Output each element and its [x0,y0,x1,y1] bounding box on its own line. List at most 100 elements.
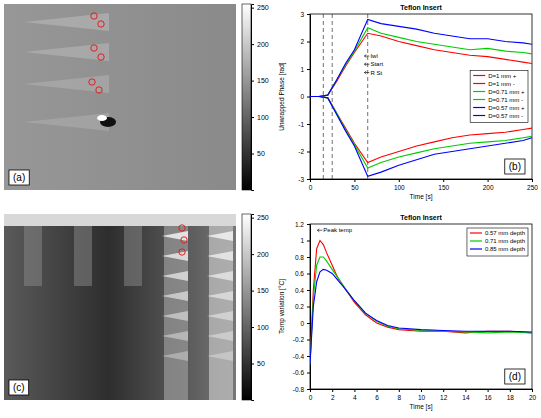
y-tick-mark [307,323,310,324]
legend-label: D=1 mm + [488,73,517,79]
colorbar-tick: 150 [251,287,269,294]
x-axis-title: Time [s] [410,403,433,411]
x-tick: 20 [529,389,537,401]
plot-background [310,224,532,389]
image-streak [207,251,233,261]
image-panel: 50100150200250(c) [4,214,269,401]
marker-line [332,14,333,179]
figure: 50100150200250(a)050100150200250-3-2-101… [0,0,541,418]
y-tick-mark [307,97,310,98]
y-tick-label: 0.2 [295,303,304,310]
colorbar-tick-mark [251,117,254,118]
colorbar-tick: 250 [251,4,269,11]
y-tick-label: -0.4 [293,353,305,360]
panel-label-text: (c) [13,382,25,393]
marker-line [367,14,368,179]
x-tick: 4 [353,389,357,401]
colorbar-tick-label: 250 [257,214,269,221]
x-tick-label: 150 [438,184,449,191]
chart-title: Teflon Insert [400,214,442,221]
image-ground [4,214,236,400]
x-tick: 18 [507,389,515,401]
y-tick-mark [307,340,310,341]
annotation: R St [370,70,382,76]
x-tick-label: 16 [484,394,492,401]
plot-frame [310,14,532,179]
colorbar-tick-mark [251,8,254,9]
legend-item: D=0.71 mm + [473,89,525,95]
x-tick-label: 14 [462,394,470,401]
y-tick-mark [307,257,310,258]
legend: 0.57 mm depth0.71 mm depth0.85 mm depth [467,228,528,256]
image-streak [207,291,233,301]
y-tick-mark [307,389,310,390]
colorbar-tick: 100 [251,114,269,121]
y-tick-label: -0.8 [293,386,305,393]
panel-label: (d) [505,369,525,384]
colorbar-tick: 50 [251,150,265,157]
defect-marker [98,21,104,27]
x-tick-label: 50 [351,184,359,191]
legend-label: 0.57 mm depth [485,230,525,236]
colorbar-tick: 200 [251,251,269,258]
annotation-ground [369,61,384,67]
y-tick: 0 [300,93,310,100]
y-tick-label: 2 [300,38,304,45]
x-tick-label: 4 [353,394,357,401]
y-tick: -0.6 [293,369,310,376]
y-tick: 0 [300,320,310,327]
series-line [310,241,532,365]
y-tick-mark [307,356,310,357]
annotation-arrow [364,71,369,74]
colorbar-tick-mark [251,327,254,328]
x-tick: 8 [397,389,401,401]
y-tick-mark [307,373,310,374]
annotation-arrow [317,229,322,232]
x-tick-label: 12 [440,394,448,401]
legend-swatch [470,240,482,241]
x-tick-mark [354,389,355,392]
x-tick-mark [532,389,533,392]
y-axis: -0.8-0.6-0.4-0.200.20.40.60.811.2 [293,221,311,393]
thermal-image [4,4,236,190]
colorbar-tick-mark [251,254,254,255]
image-streak [162,251,188,261]
y-tick-label: 1.2 [295,221,304,228]
colorbar-axis: 50100150200250 [251,4,269,190]
annotation-arrow [364,55,369,58]
colorbar-tick-label: 200 [257,251,269,258]
legend-item: D=1 mm - [473,81,515,87]
legend-label: D=0.71 mm - [488,97,523,103]
defect-marker [89,79,95,85]
series-line [310,257,532,364]
colorbar-tick-mark [251,291,254,292]
x-tick: 2 [331,389,335,401]
y-tick: -3 [298,176,310,183]
legend-swatch [470,232,482,233]
colorbar-tick-label: 100 [257,114,269,121]
defect-marker [91,45,97,51]
y-tick-label: 0.6 [295,270,304,277]
legend-item: 0.71 mm depth [470,238,525,244]
y-tick-label: -3 [298,176,304,183]
image-band [4,214,236,226]
y-tick: 0.4 [295,287,310,294]
x-tick: 250 [527,179,538,191]
x-axis-title: Time [s] [410,193,433,201]
x-tick-mark [488,389,489,392]
y-tick-mark [307,124,310,125]
image-streak [24,43,109,61]
y-tick: 2 [300,38,310,45]
image-streak [162,271,188,281]
legend-label: D=0.57 mm - [488,113,523,119]
colorbar-tick-label: 50 [257,360,265,367]
colorbar-tick-mark [251,154,254,155]
image-streak [24,113,109,131]
colorbar-axis: 50100150200250 [251,214,269,400]
y-tick: 0.6 [295,270,310,277]
x-axis-line [311,390,533,393]
y-tick-label: -1 [298,121,304,128]
panel-label-text: (a) [13,172,25,183]
x-tick-mark [399,389,400,392]
y-tick: 1 [300,66,310,73]
